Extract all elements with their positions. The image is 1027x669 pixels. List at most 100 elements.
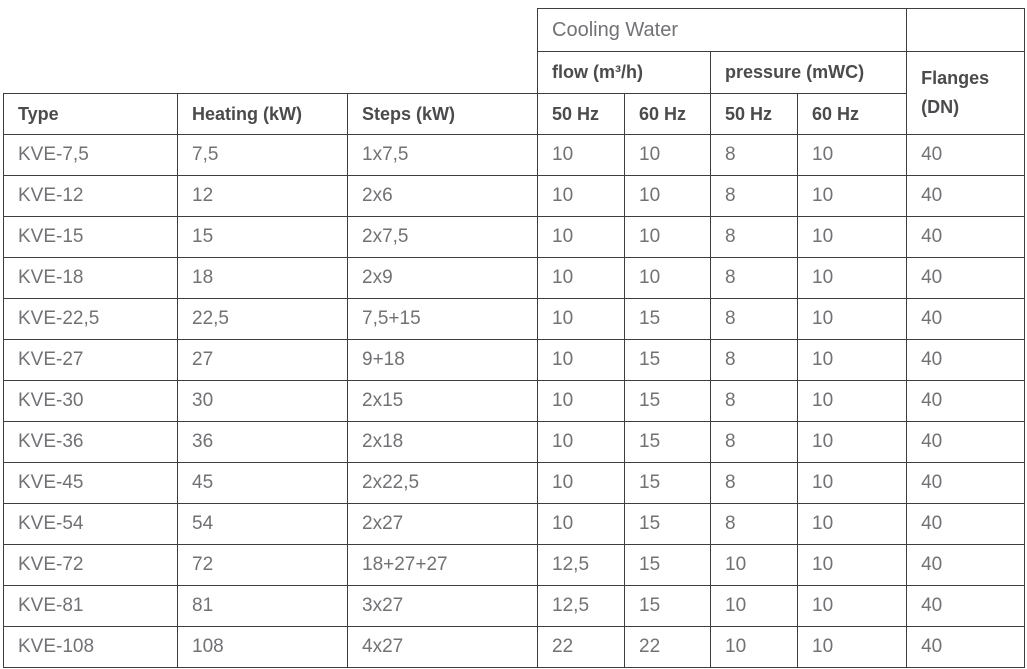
cell-flow-50hz: 12,5 xyxy=(537,544,626,586)
cell-pressure-50hz: 8 xyxy=(710,421,799,463)
cell-pressure-50hz: 8 xyxy=(710,216,799,258)
cell-heating: 108 xyxy=(177,626,348,668)
cell-flanges: 40 xyxy=(906,462,1026,504)
header-flanges-line1: Flanges xyxy=(921,68,990,89)
cell-heating: 12 xyxy=(177,175,348,217)
header-steps: Steps (kW) xyxy=(346,93,539,135)
spec-table: Cooling Water flow (m³/h) pressure (mWC)… xyxy=(3,8,1026,668)
cell-type: KVE-72 xyxy=(3,544,178,586)
cell-flanges: 40 xyxy=(906,544,1026,586)
header-flow: flow (m³/h) xyxy=(537,51,712,94)
cell-pressure-50hz: 10 xyxy=(710,585,799,627)
cell-pressure-60hz: 10 xyxy=(797,339,908,381)
header-flow-60hz: 60 Hz xyxy=(624,93,712,135)
cell-heating: 36 xyxy=(177,421,348,463)
cell-pressure-50hz: 10 xyxy=(710,544,799,586)
cell-flow-50hz: 10 xyxy=(537,503,626,545)
header-heating: Heating (kW) xyxy=(177,93,348,135)
cell-pressure-50hz: 8 xyxy=(710,298,799,340)
cell-flow-60hz: 15 xyxy=(624,462,712,504)
cell-heating: 54 xyxy=(177,503,348,545)
cell-pressure-60hz: 10 xyxy=(797,585,908,627)
cell-steps: 2x6 xyxy=(346,175,539,217)
cell-flow-50hz: 10 xyxy=(537,134,626,176)
cell-pressure-50hz: 8 xyxy=(710,175,799,217)
cell-steps: 18+27+27 xyxy=(346,544,539,586)
cell-flow-60hz: 10 xyxy=(624,216,712,258)
cell-heating: 81 xyxy=(177,585,348,627)
table-row: KVE-45 45 2x22,5 10 15 8 10 40 xyxy=(3,462,1026,504)
header-flanges: Flanges (DN) xyxy=(906,51,1026,135)
cell-flanges: 40 xyxy=(906,503,1026,545)
cell-pressure-60hz: 10 xyxy=(797,134,908,176)
cell-flow-50hz: 10 xyxy=(537,216,626,258)
cell-flanges: 40 xyxy=(906,298,1026,340)
cell-flow-60hz: 15 xyxy=(624,421,712,463)
cell-flow-60hz: 10 xyxy=(624,257,712,299)
header-flanges-line2: (DN) xyxy=(921,97,960,117)
cell-pressure-50hz: 8 xyxy=(710,339,799,381)
cell-flow-50hz: 10 xyxy=(537,380,626,422)
cell-steps: 2x18 xyxy=(346,421,539,463)
cell-steps: 2x15 xyxy=(346,380,539,422)
header-pressure: pressure (mWC) xyxy=(710,51,908,94)
cell-flow-50hz: 10 xyxy=(537,339,626,381)
cell-type: KVE-7,5 xyxy=(3,134,178,176)
table-row: KVE-108 108 4x27 22 22 10 10 40 xyxy=(3,626,1026,668)
cell-type: KVE-45 xyxy=(3,462,178,504)
cell-heating: 27 xyxy=(177,339,348,381)
cell-flow-60hz: 10 xyxy=(624,134,712,176)
cell-heating: 45 xyxy=(177,462,348,504)
cell-flow-50hz: 10 xyxy=(537,462,626,504)
cell-steps: 2x22,5 xyxy=(346,462,539,504)
cell-flow-50hz: 10 xyxy=(537,257,626,299)
cell-type: KVE-30 xyxy=(3,380,178,422)
cell-steps: 4x27 xyxy=(346,626,539,668)
cell-flow-60hz: 15 xyxy=(624,503,712,545)
cell-pressure-60hz: 10 xyxy=(797,626,908,668)
cell-heating: 22,5 xyxy=(177,298,348,340)
cell-pressure-60hz: 10 xyxy=(797,421,908,463)
cell-type: KVE-36 xyxy=(3,421,178,463)
cell-pressure-50hz: 8 xyxy=(710,257,799,299)
cell-heating: 15 xyxy=(177,216,348,258)
blank-region xyxy=(4,9,538,52)
table-row: KVE-54 54 2x27 10 15 8 10 40 xyxy=(3,503,1026,545)
cell-pressure-60hz: 10 xyxy=(797,380,908,422)
cell-flow-60hz: 10 xyxy=(624,175,712,217)
header-pressure-50hz: 50 Hz xyxy=(710,93,799,135)
cell-flanges: 40 xyxy=(906,585,1026,627)
cell-flanges: 40 xyxy=(906,380,1026,422)
cell-heating: 18 xyxy=(177,257,348,299)
table-row: KVE-72 72 18+27+27 12,5 15 10 10 40 xyxy=(3,544,1026,586)
table-row: KVE-7,5 7,5 1x7,5 10 10 8 10 40 xyxy=(3,134,1026,176)
cell-pressure-50hz: 8 xyxy=(710,134,799,176)
cell-flanges: 40 xyxy=(906,626,1026,668)
cell-flow-50hz: 10 xyxy=(537,421,626,463)
cell-flanges: 40 xyxy=(906,175,1026,217)
cell-steps: 2x27 xyxy=(346,503,539,545)
cell-pressure-60hz: 10 xyxy=(797,298,908,340)
cell-flow-60hz: 15 xyxy=(624,585,712,627)
cell-steps: 2x7,5 xyxy=(346,216,539,258)
cell-flow-60hz: 22 xyxy=(624,626,712,668)
cell-flanges: 40 xyxy=(906,257,1026,299)
table-row: KVE-15 15 2x7,5 10 10 8 10 40 xyxy=(3,216,1026,258)
empty-header-cell xyxy=(906,8,1026,52)
header-cooling-water: Cooling Water xyxy=(537,8,908,52)
cell-steps: 2x9 xyxy=(346,257,539,299)
table-row: KVE-22,5 22,5 7,5+15 10 15 8 10 40 xyxy=(3,298,1026,340)
cell-pressure-60hz: 10 xyxy=(797,503,908,545)
cell-flow-50hz: 12,5 xyxy=(537,585,626,627)
cell-pressure-60hz: 10 xyxy=(797,544,908,586)
cell-steps: 9+18 xyxy=(346,339,539,381)
header-row-group: Cooling Water xyxy=(4,8,1026,52)
table-row: KVE-18 18 2x9 10 10 8 10 40 xyxy=(3,257,1026,299)
cell-flanges: 40 xyxy=(906,339,1026,381)
cell-pressure-50hz: 8 xyxy=(710,503,799,545)
cell-flow-50hz: 22 xyxy=(537,626,626,668)
table-row: KVE-81 81 3x27 12,5 15 10 10 40 xyxy=(3,585,1026,627)
cell-pressure-60hz: 10 xyxy=(797,216,908,258)
header-pressure-60hz: 60 Hz xyxy=(797,93,908,135)
cell-heating: 7,5 xyxy=(177,134,348,176)
